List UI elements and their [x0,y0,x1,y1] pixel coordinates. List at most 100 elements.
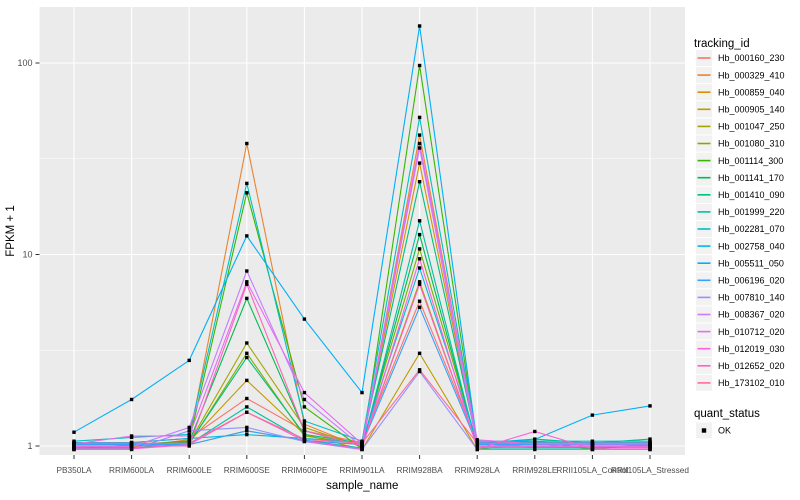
data-point [245,355,249,360]
legend-label: Hb_001080_310 [718,139,785,149]
data-point [129,397,134,402]
data-point [129,441,134,445]
y-tick-label: 10 [22,250,32,260]
data-point [302,390,307,395]
x-tick-label: RRIM600LE [167,465,213,475]
data-point [245,280,249,284]
data-point [475,441,479,445]
data-point [590,441,595,445]
data-point [417,257,422,261]
x-tick-label: RRIM928LA [455,465,501,475]
data-point [187,358,191,363]
x-tick-label: PB350LA [56,465,92,475]
data-point [417,24,422,28]
data-point [72,444,76,448]
data-point [475,444,479,448]
data-point [417,280,422,284]
data-point [590,444,595,448]
legend-label: Hb_000859_040 [718,87,785,97]
x-tick-label: RRIM928LE [512,465,558,475]
x-tick-label: RRIM600SE [224,465,271,475]
data-point [417,146,422,150]
data-point [417,232,422,237]
legend-title-quant-status: quant_status [694,408,760,420]
x-tick-label: RRII105LA_Control [556,465,628,475]
data-point [187,434,191,438]
data-point [245,378,249,383]
legend-label: Hb_005511_050 [718,258,784,268]
data-point [245,432,249,437]
legend-label: Hb_012019_030 [718,344,785,354]
data-point [360,441,364,445]
data-point [245,425,249,430]
data-point [72,441,76,445]
x-tick-label: RRIM600LA [109,465,155,475]
data-point [417,299,422,303]
x-tick-label: RRIM600PE [281,465,328,475]
data-point [533,447,537,452]
data-point [533,437,537,442]
legend-key-point [701,428,707,433]
data-point [417,368,422,372]
data-point [360,447,364,451]
legend-label: Hb_007810_140 [718,293,785,303]
data-point [417,133,422,137]
data-point [245,351,249,355]
data-point [245,191,249,195]
data-point [648,447,652,451]
data-point [302,419,307,423]
legend-label: Hb_002281_070 [718,224,785,234]
data-point [245,429,249,433]
data-point [302,425,307,430]
legend-label: Hb_001141_170 [718,173,784,183]
legend-label: Hb_008367_020 [718,310,785,320]
data-point [187,444,191,448]
y-tick-label: 1 [27,441,32,451]
data-point [302,405,307,409]
data-point [129,447,134,451]
y-axis-title: FPKM + 1 [5,205,17,256]
data-point [302,429,307,433]
data-point [475,438,479,442]
legend-label: OK [718,426,731,436]
data-point [417,180,422,184]
data-point [245,405,249,409]
legend-label: Hb_173102_010 [718,378,785,388]
data-point [72,447,76,451]
legend-label: Hb_001114_300 [718,156,783,166]
data-point [417,219,422,223]
data-point [648,437,652,441]
legend-label: Hb_010712_020 [718,327,785,337]
data-point [417,141,422,146]
legend-label: Hb_000905_140 [718,105,785,115]
data-point [417,266,422,270]
data-point [245,296,249,301]
data-point [417,305,422,309]
data-point [417,247,422,251]
data-point [245,282,249,286]
data-point [533,444,537,448]
data-point [417,161,422,165]
data-point [648,441,652,445]
data-point [245,410,249,414]
legend-label: Hb_001410_090 [718,190,785,200]
data-point [302,432,307,437]
data-point [187,436,191,441]
data-point [533,429,537,434]
data-point [187,425,191,430]
data-point [245,341,249,345]
data-point [417,115,422,120]
data-point [533,441,537,445]
data-point [417,63,422,68]
data-point [245,181,249,186]
y-tick-label: 100 [17,58,32,68]
data-point [360,444,364,448]
data-point [302,317,307,321]
data-point [302,422,307,426]
data-point [129,434,134,438]
data-point [72,430,76,434]
data-point [417,282,422,286]
data-point [590,447,595,451]
